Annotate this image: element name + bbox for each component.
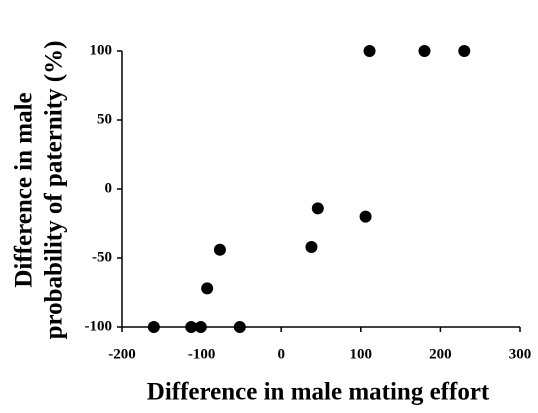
point <box>363 45 376 57</box>
x-axis-title: Difference in male mating effort <box>147 379 490 406</box>
point <box>147 321 160 333</box>
point <box>201 282 214 295</box>
x-tick-label: 100 <box>350 346 373 362</box>
y-tick-label: -50 <box>92 249 112 265</box>
x-tick-label: -200 <box>108 346 136 362</box>
point <box>213 243 226 256</box>
point <box>194 321 207 333</box>
x-tick-label: 300 <box>509 346 532 362</box>
point <box>359 210 372 223</box>
y-tick-label: -100 <box>85 318 113 334</box>
y-tick-label: 50 <box>97 111 112 127</box>
point <box>311 202 324 215</box>
x-tick-label: 200 <box>429 346 452 362</box>
y-tick-label: 100 <box>90 42 113 58</box>
point <box>185 321 198 333</box>
point <box>458 45 471 57</box>
point <box>305 240 318 253</box>
y-axis-title: probability of paternity (%) <box>41 41 68 340</box>
point <box>233 321 246 333</box>
point <box>418 45 431 57</box>
x-tick-label: -100 <box>188 346 216 362</box>
y-axis-title: Difference in male <box>11 92 38 287</box>
x-tick-label: 0 <box>277 346 285 362</box>
y-tick-label: 0 <box>105 180 113 196</box>
